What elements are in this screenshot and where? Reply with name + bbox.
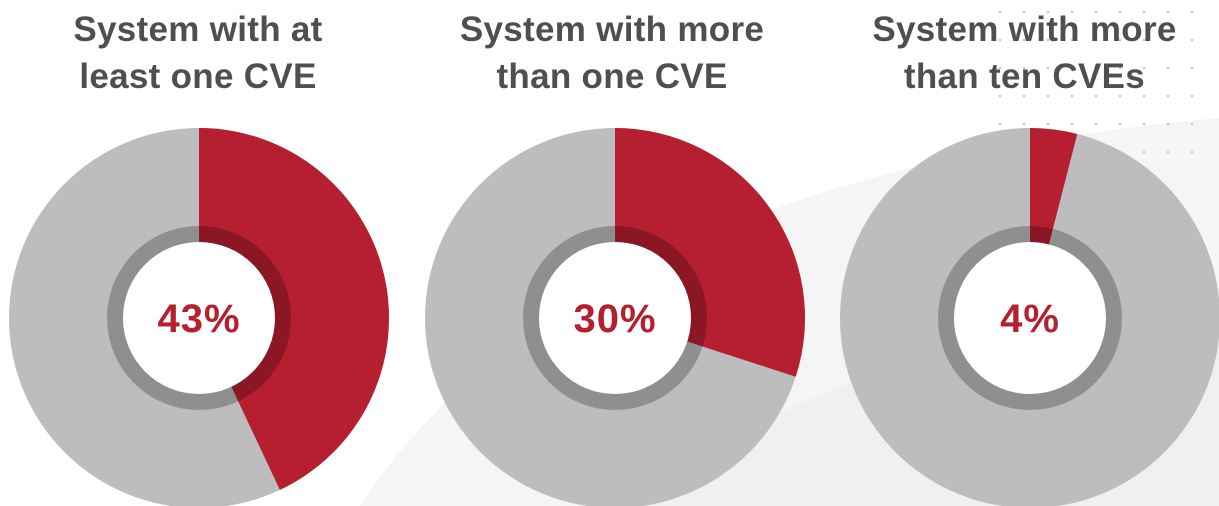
donut-chart: 4% [840, 128, 1219, 506]
donut-slice-value [199, 128, 389, 490]
decor-dot [1118, 10, 1122, 14]
decor-dot [1118, 38, 1122, 42]
decor-dot [998, 10, 1002, 14]
decor-dot [998, 94, 1002, 98]
chart-title-line-2: than one CVE [496, 57, 728, 96]
decor-dot [1022, 94, 1026, 98]
donut-chart: 43% [9, 128, 389, 506]
decor-dot [1022, 10, 1026, 14]
decor-dot [1190, 122, 1194, 126]
decor-dot [998, 38, 1002, 42]
chart-title-line-1: System with more [872, 10, 1177, 49]
chart-title: System with at least one CVE [0, 6, 396, 100]
decor-dot [1094, 122, 1098, 126]
decor-dot [1022, 38, 1026, 42]
decor-dot [1118, 122, 1122, 126]
donut-chart: 30% [425, 128, 805, 506]
decor-dot [1070, 94, 1074, 98]
decor-dot [1022, 122, 1026, 126]
decor-dot [1190, 10, 1194, 14]
donut-center [539, 242, 691, 394]
donut-center-label: 4% [1000, 297, 1060, 341]
decor-dot [1118, 94, 1122, 98]
decor-dot [1046, 66, 1050, 70]
decor-dot [998, 122, 1002, 126]
decor-dot [1070, 122, 1074, 126]
decor-dot [1070, 10, 1074, 14]
decor-dot [1166, 66, 1170, 70]
decor-dot [1070, 38, 1074, 42]
decor-dot [1142, 38, 1146, 42]
decor-dot [998, 66, 1002, 70]
decor-dot [1046, 94, 1050, 98]
decor-dot [1046, 122, 1050, 126]
decor-dot [1166, 122, 1170, 126]
chart-title-line-2: least one CVE [79, 57, 317, 96]
chart-title: System with more than ten CVEs [830, 6, 1219, 100]
donut-center-label: 43% [157, 297, 240, 341]
chart-title-line-1: System with more [459, 10, 765, 49]
decor-dot [1142, 94, 1146, 98]
donut-center-label: 30% [573, 297, 656, 341]
decor-dot [1142, 66, 1146, 70]
decor-dot [1190, 38, 1194, 42]
decor-dot [1190, 66, 1194, 70]
decor-dot [1022, 66, 1026, 70]
decor-dot [1190, 94, 1194, 98]
donut-center [123, 242, 275, 394]
chart-panel-2: System with more than one CVE 30% [412, 0, 812, 506]
decor-dot [1046, 38, 1050, 42]
decor-dot [1142, 10, 1146, 14]
decor-dot [1166, 94, 1170, 98]
chart-title-line-1: System with at [73, 10, 323, 49]
donut-center [954, 242, 1106, 394]
chart-panel-3: System with more than ten CVEs 4% [830, 0, 1219, 506]
decor-dot [1142, 122, 1146, 126]
decor-dot [1094, 66, 1098, 70]
decor-dot [1094, 10, 1098, 14]
chart-panel-1: System with at least one CVE 43% [0, 0, 396, 506]
decor-dot [1142, 150, 1146, 154]
decor-dot [1166, 38, 1170, 42]
decor-dot [1190, 150, 1194, 154]
chart-title: System with more than one CVE [412, 6, 812, 100]
decor-dot [1118, 66, 1122, 70]
decor-dot [1166, 150, 1170, 154]
decor-dot [1166, 10, 1170, 14]
decor-dot [1046, 10, 1050, 14]
decor-dot [1094, 94, 1098, 98]
decor-dot [1070, 66, 1074, 70]
chart-title-line-2: than ten CVEs [903, 57, 1146, 96]
decor-dot [1094, 38, 1098, 42]
